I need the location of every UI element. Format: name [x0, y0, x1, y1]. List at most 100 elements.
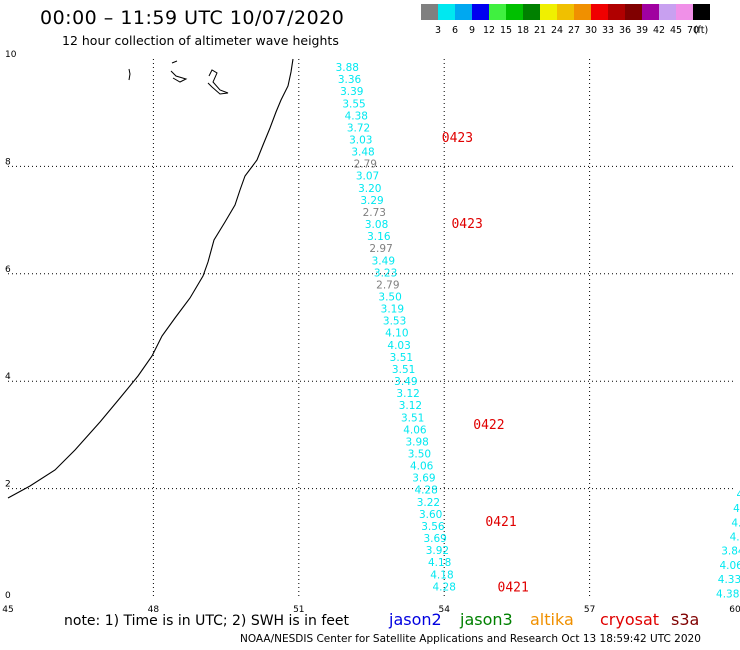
wave-height-value: 4.33 [718, 574, 740, 586]
wave-height-value: 3.84 [721, 546, 740, 558]
wave-height-value: 2.73 [363, 207, 386, 219]
wave-height-value: 3.98 [405, 436, 428, 448]
wave-height-value: 3.51 [390, 352, 413, 364]
color-scale-labels: 3 6 9 12 15 18 21 24 27 30 33 36 39 42 45 70 (ft) [421, 25, 710, 37]
wave-height-value: 3.36 [338, 74, 362, 86]
color-scale-label: 45 [669, 25, 683, 36]
wave-height-value: 3.29 [360, 195, 383, 207]
color-scale-label: 33 [601, 25, 615, 36]
color-swatch [659, 4, 676, 20]
coastline-islands [128, 60, 229, 95]
color-swatch [523, 4, 540, 20]
units-note: note: 1) Time is in UTC; 2) SWH is in fe… [64, 613, 350, 629]
color-swatch [421, 4, 438, 20]
wave-height-value: 3.51 [392, 364, 415, 376]
wave-height-value: 3.60 [419, 509, 442, 521]
wave-height-value: 3.69 [423, 533, 446, 545]
wave-height-value: 3.55 [342, 98, 365, 110]
wave-height-value: 4.28 [414, 485, 437, 497]
color-scale-label: 18 [516, 25, 530, 36]
wave-height-value: 4. [730, 532, 740, 544]
color-scale-label: 36 [618, 25, 632, 36]
color-swatch [693, 4, 710, 20]
color-scale-label: 27 [567, 25, 581, 36]
wave-height-value: 4.03 [387, 340, 410, 352]
wave-height-value: 3.88 [336, 62, 359, 74]
color-scale-label: 70 [686, 25, 700, 36]
pass-time-label: 0421 [498, 580, 529, 595]
color-scale-label: 30 [584, 25, 598, 36]
wave-height-value: 3.49 [394, 376, 417, 388]
wave-height-value: 4.18 [430, 569, 453, 581]
x-tick-label: 45 [2, 605, 13, 615]
wave-height-value: 2.97 [369, 243, 392, 255]
island-shape [128, 68, 131, 81]
color-swatch [625, 4, 642, 20]
x-tick-label: 57 [584, 605, 595, 615]
wave-height-value: 3.03 [349, 135, 372, 147]
wave-height-value: 3.23 [374, 267, 397, 279]
color-swatch [472, 4, 489, 20]
wave-height-value: 3.16 [367, 231, 391, 243]
wave-height-value: 3.56 [421, 521, 445, 533]
wave-height-value: 4.10 [385, 328, 408, 340]
wave-height-value: 4.06 [719, 560, 740, 572]
color-swatch [591, 4, 608, 20]
wave-height-value: 4.18 [428, 557, 451, 569]
satellite-legend-jason3: jason3 [460, 610, 513, 629]
x-tick-label: 51 [293, 605, 304, 615]
color-swatch [574, 4, 591, 20]
wave-height-value: 3.53 [383, 316, 406, 328]
credit-line: NOAA/NESDIS Center for Satellite Applica… [240, 633, 701, 645]
y-tick-label: 6 [5, 265, 11, 275]
wave-height-value: 3.49 [372, 255, 395, 267]
satellite-legend-jason2: jason2 [389, 610, 442, 629]
wave-height-value: 3.07 [356, 171, 379, 183]
y-tick-label: 10 [5, 50, 17, 60]
pass-time-labels: 0421 0421 0422 0423 0423 [442, 131, 529, 595]
wave-height-value: 3.39 [340, 86, 363, 98]
wave-height-value: 4.38 [716, 588, 739, 600]
color-scale-label: 21 [533, 25, 547, 36]
wave-height-value: 3.92 [426, 545, 449, 557]
wave-height-value: 3.50 [408, 448, 431, 460]
color-swatch [676, 4, 693, 20]
coastline [7, 58, 294, 499]
x-tick-label: 60 [729, 605, 740, 615]
color-swatch [557, 4, 574, 20]
wave-height-value: 4.06 [403, 424, 427, 436]
color-scale-label: 12 [482, 25, 496, 36]
wave-height-value: 4.28 [433, 581, 456, 593]
color-swatch [642, 4, 659, 20]
y-tick-label: 0 [5, 591, 11, 601]
altimeter-track-b: 4.38 4.33 4.06 3.84 4. 4. 4. 4 [716, 489, 740, 600]
wave-height-value: 3.19 [381, 304, 404, 316]
x-tick-label: 54 [438, 605, 450, 615]
wave-height-value: 4 [737, 489, 740, 501]
color-scale-label: 6 [451, 25, 459, 36]
color-swatch [506, 4, 523, 20]
wave-height-value: 3.12 [396, 388, 419, 400]
wave-height-value: 3.12 [399, 400, 422, 412]
satellite-legend-s3a: s3a [671, 610, 700, 629]
color-swatch [540, 4, 557, 20]
wave-height-value: 3.08 [365, 219, 388, 231]
color-swatch [438, 4, 455, 20]
color-scale-legend: 3 6 9 12 15 18 21 24 27 30 33 36 39 42 45 70 (ft) [421, 4, 710, 36]
color-scale-label: 9 [468, 25, 476, 36]
x-tick-label: 48 [148, 605, 160, 615]
pass-time-label: 0423 [442, 131, 473, 146]
color-scale-label: 39 [635, 25, 649, 36]
map-subtitle: 12 hour collection of altimeter wave hei… [62, 33, 339, 48]
pass-time-label: 0421 [485, 515, 516, 530]
color-swatch [489, 4, 506, 20]
wave-height-value: 4.06 [410, 461, 434, 473]
color-scale-label: 42 [652, 25, 666, 36]
wave-height-value: 3.48 [351, 147, 374, 159]
wave-height-value: 3.50 [378, 292, 401, 304]
y-tick-label: 4 [5, 372, 11, 382]
wave-height-value: 4.38 [345, 110, 368, 122]
wave-height-value: 2.79 [376, 279, 399, 291]
